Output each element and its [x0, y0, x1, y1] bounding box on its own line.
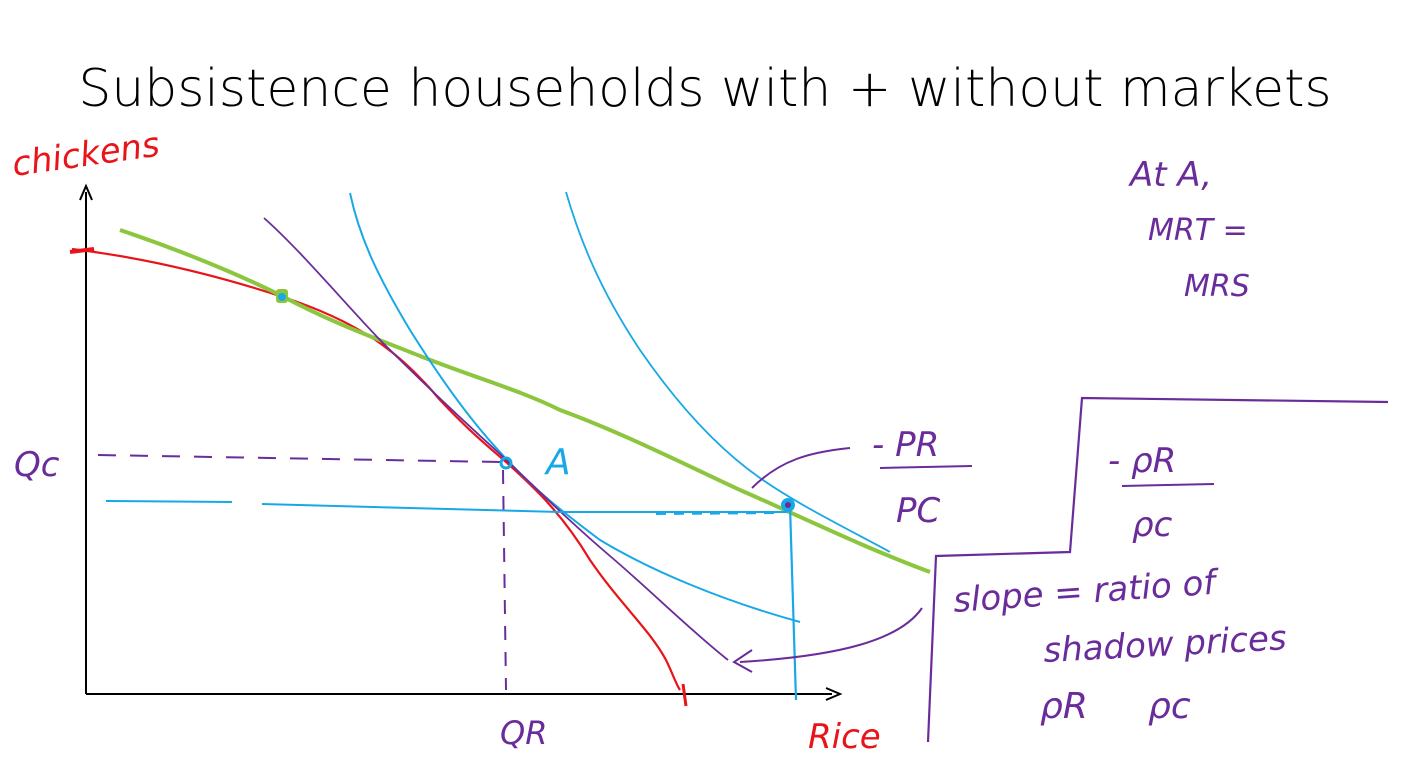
slope-note-arrowhead [732, 649, 753, 673]
y-axis-arrow [79, 183, 93, 201]
indifference-curve-autarky [349, 192, 801, 623]
production-possibility-frontier [71, 247, 681, 691]
market-tangent-dot [278, 293, 286, 301]
x-axis-arrow [825, 687, 843, 701]
slide-title: Subsistence households with + without ma… [78, 59, 1332, 119]
qr-label: QR [500, 714, 547, 752]
point-a-label: A [544, 442, 571, 483]
shadow-price-curve [263, 217, 729, 661]
market-price-ratio: - PR PC [872, 425, 973, 531]
qc-dashed-guide [97, 454, 501, 463]
price-ratio-pointer [751, 447, 851, 489]
shadow-box-outline [926, 396, 1389, 743]
indifference-curve-market [565, 191, 891, 553]
market-price-numerator: - PR [872, 425, 939, 465]
note-line-1: At A, [1128, 155, 1212, 195]
market-consumption-point-core [785, 502, 791, 508]
slope-note-line-2: shadow prices [1042, 618, 1287, 671]
consumption-guide-line [105, 500, 788, 513]
qc-label: Qc [14, 445, 60, 485]
slope-note-line-1: slope = ratio of [952, 562, 1222, 621]
shadow-price-denominator: ρc [1132, 505, 1173, 545]
mrt-mrs-note: At A, MRT = MRS [1128, 155, 1250, 304]
x-axis-label: Rice [808, 717, 881, 757]
note-line-2: MRT = [1148, 213, 1248, 248]
slope-note-arrow [739, 607, 923, 663]
market-price-line [119, 228, 931, 574]
shadow-price-symbol-r: ρR [1040, 686, 1088, 727]
ppf-x-intercept-tick [681, 683, 688, 707]
shadow-price-fraction-bar [1121, 483, 1215, 487]
shadow-price-ratio: - ρR ρc [1108, 441, 1215, 545]
note-line-3: MRS [1184, 269, 1250, 304]
market-price-denominator: PC [896, 491, 941, 531]
market-price-fraction-bar [879, 465, 973, 469]
shadow-price-symbol-c: ρc [1148, 686, 1191, 727]
axes [79, 183, 843, 701]
slope-note: slope = ratio of shadow prices ρR ρc [952, 562, 1288, 727]
qr-dashed-guide [502, 469, 507, 691]
point-a-marker [499, 456, 513, 470]
consumption-dashed-segment [655, 512, 781, 515]
shadow-price-numerator: - ρR [1108, 441, 1176, 481]
consumption-vertical-guide [788, 505, 798, 701]
y-axis-label: chickens [10, 125, 162, 185]
ppf-y-intercept-tick [69, 247, 95, 254]
